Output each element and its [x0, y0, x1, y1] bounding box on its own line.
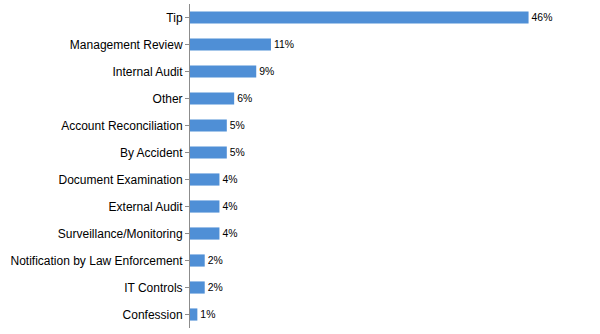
svg-text:IT Controls: IT Controls	[124, 281, 182, 295]
svg-text:2%: 2%	[208, 255, 223, 266]
svg-text:6%: 6%	[237, 93, 252, 104]
svg-text:4%: 4%	[222, 201, 237, 212]
svg-text:Management Review: Management Review	[70, 38, 183, 52]
svg-text:Notification by Law Enforcemen: Notification by Law Enforcement	[11, 254, 184, 268]
svg-text:4%: 4%	[222, 228, 237, 239]
svg-text:11%: 11%	[274, 39, 294, 50]
svg-text:46%: 46%	[532, 12, 553, 23]
svg-text:5%: 5%	[230, 147, 245, 158]
svg-text:Account Reconciliation: Account Reconciliation	[61, 119, 182, 133]
svg-text:1%: 1%	[200, 309, 215, 320]
svg-text:Document Examination: Document Examination	[59, 173, 183, 187]
svg-text:Surveillance/Monitoring: Surveillance/Monitoring	[58, 227, 183, 241]
svg-text:4%: 4%	[222, 174, 237, 185]
svg-text:Tip: Tip	[166, 11, 183, 25]
svg-text:By Accident: By Accident	[120, 146, 183, 160]
svg-text:Internal Audit: Internal Audit	[113, 65, 184, 79]
svg-text:9%: 9%	[259, 66, 274, 77]
svg-text:Confession: Confession	[123, 308, 183, 322]
svg-text:External Audit: External Audit	[109, 200, 184, 214]
svg-text:2%: 2%	[208, 282, 223, 293]
svg-text:5%: 5%	[230, 120, 245, 131]
svg-text:Other: Other	[153, 92, 183, 106]
